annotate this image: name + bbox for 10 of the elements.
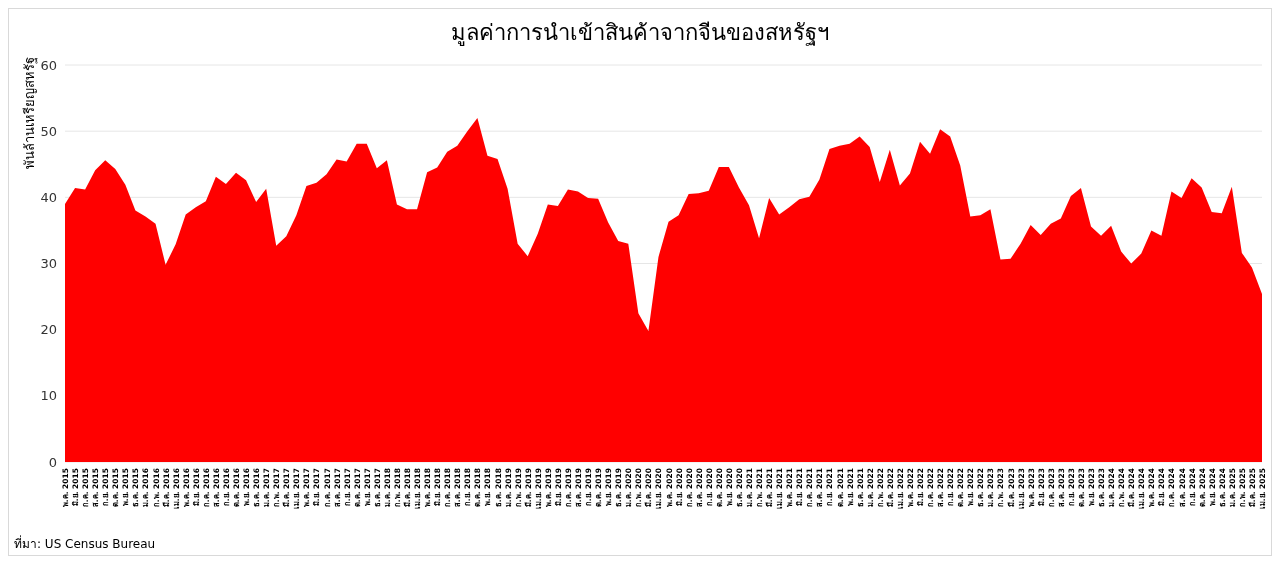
y-tick-label: 30 [40, 256, 57, 272]
y-tick-label: 40 [40, 189, 57, 205]
chart-title: มูลค่าการนำเข้าสินค้าจากจีนของสหรัฐฯ [451, 20, 829, 46]
y-tick-label: 0 [48, 454, 57, 470]
text: ที่มา: US Census Bureau [14, 535, 156, 551]
y-tick-label: 50 [40, 123, 57, 139]
y-tick-label: 10 [40, 388, 57, 404]
y-axis-title: พันล้านเหรียญสหรัฐ [22, 57, 38, 169]
y-tick-label: 20 [40, 322, 57, 338]
y-tick-label: 60 [40, 57, 57, 73]
